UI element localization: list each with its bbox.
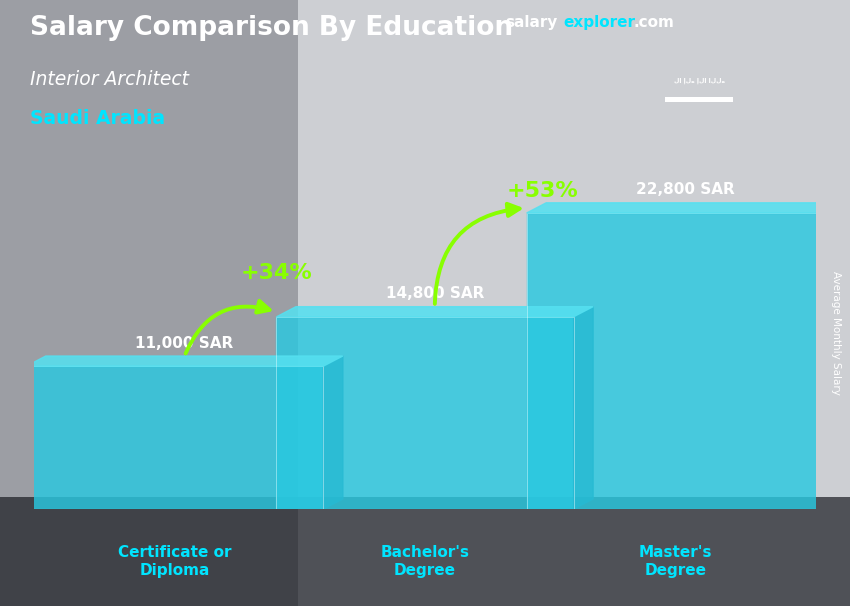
Text: salary: salary	[506, 15, 558, 30]
Text: Interior Architect: Interior Architect	[30, 70, 189, 88]
Polygon shape	[527, 213, 824, 509]
Text: Bachelor's
Degree: Bachelor's Degree	[381, 545, 469, 578]
Text: +34%: +34%	[241, 263, 312, 283]
Bar	[665, 97, 734, 102]
Text: 11,000 SAR: 11,000 SAR	[135, 336, 234, 350]
Polygon shape	[26, 356, 343, 366]
Bar	[298, 0, 850, 606]
Polygon shape	[824, 203, 843, 509]
Polygon shape	[323, 356, 343, 509]
Text: Master's
Degree: Master's Degree	[638, 545, 712, 578]
Polygon shape	[276, 317, 574, 509]
Bar	[0, 497, 850, 606]
Text: Salary Comparison By Education: Salary Comparison By Education	[30, 15, 513, 41]
Text: لا إله إلا الله: لا إله إلا الله	[673, 78, 725, 84]
Text: explorer: explorer	[564, 15, 636, 30]
Text: +53%: +53%	[507, 181, 578, 201]
Text: Certificate or
Diploma: Certificate or Diploma	[118, 545, 231, 578]
Polygon shape	[574, 307, 593, 509]
Text: 22,800 SAR: 22,800 SAR	[636, 182, 734, 198]
Polygon shape	[527, 203, 843, 213]
Polygon shape	[276, 307, 593, 317]
Text: 14,800 SAR: 14,800 SAR	[386, 286, 484, 301]
Text: .com: .com	[633, 15, 674, 30]
Text: Saudi Arabia: Saudi Arabia	[30, 109, 165, 128]
Polygon shape	[26, 366, 323, 509]
Text: Average Monthly Salary: Average Monthly Salary	[830, 271, 841, 395]
Bar	[0, 0, 298, 606]
